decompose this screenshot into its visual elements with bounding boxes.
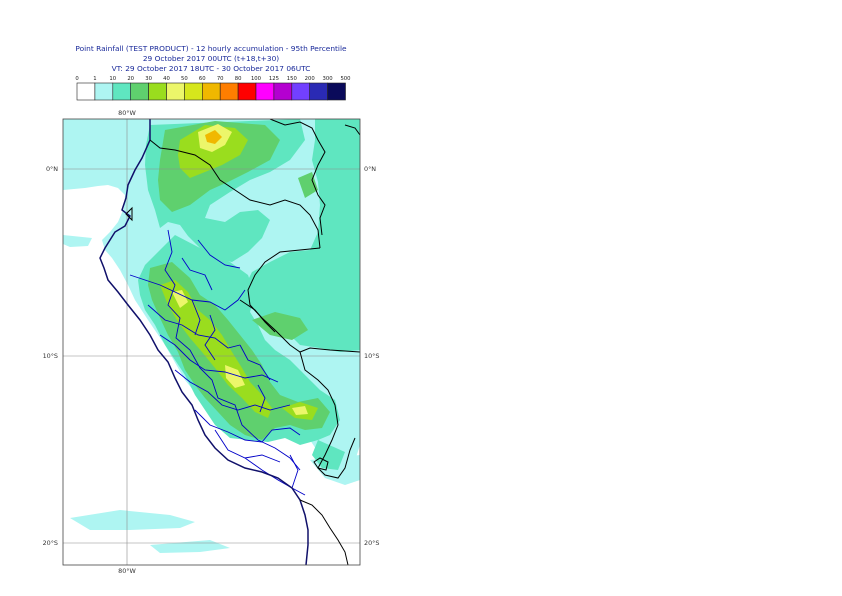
map-title: Point Rainfall (TEST PRODUCT) - 12 hourl… [75,44,347,53]
legend-tick-label: 125 [269,76,279,82]
legend-swatch [327,82,346,101]
legend-tick-label: 40 [163,76,170,82]
lon-label-top: 80°W [118,109,136,117]
lat-label-0-left: 0°N [46,165,58,173]
legend-tick-label: 80 [235,76,242,82]
legend-tick-label: 50 [181,76,188,82]
map-run-time: 29 October 2017 00UTC (t+18,t+30) [142,54,280,63]
legend-tick-label: 200 [305,76,316,82]
legend-tick-label: 10 [109,76,116,82]
color-legend: 0 1 10 20 30 40 50 60 70 80 100 125 150 200 300 500 [75,76,351,101]
legend-tick-label: 500 [340,76,351,82]
legend-tick-label: 100 [251,76,262,82]
map-validity-time: VT: 29 October 2017 18UTC - 30 October 2… [111,64,311,73]
lat-label-20-right: 20°S [364,539,379,547]
legend-tick-label: 1 [93,76,96,82]
country-borders [99,119,360,565]
legend-tick-label: 150 [287,76,298,82]
legend-tick-label: 20 [127,76,134,82]
region-borders [129,229,306,496]
map-frame [62,118,361,566]
rain-band-core [172,124,308,415]
lat-label-0-right: 0°N [364,165,376,173]
legend-tick-label: 70 [217,76,224,82]
lon-label-bottom: 80°W [118,567,136,575]
legend-tick-label: 300 [323,76,334,82]
lat-label-20-left: 20°S [43,539,58,547]
legend-tick-label: 0 [75,76,79,82]
lat-label-10-left: 10°S [43,352,58,360]
lat-label-10-right: 10°S [364,352,379,360]
legend-tick-label: 30 [145,76,152,82]
legend-tick-label: 60 [199,76,206,82]
